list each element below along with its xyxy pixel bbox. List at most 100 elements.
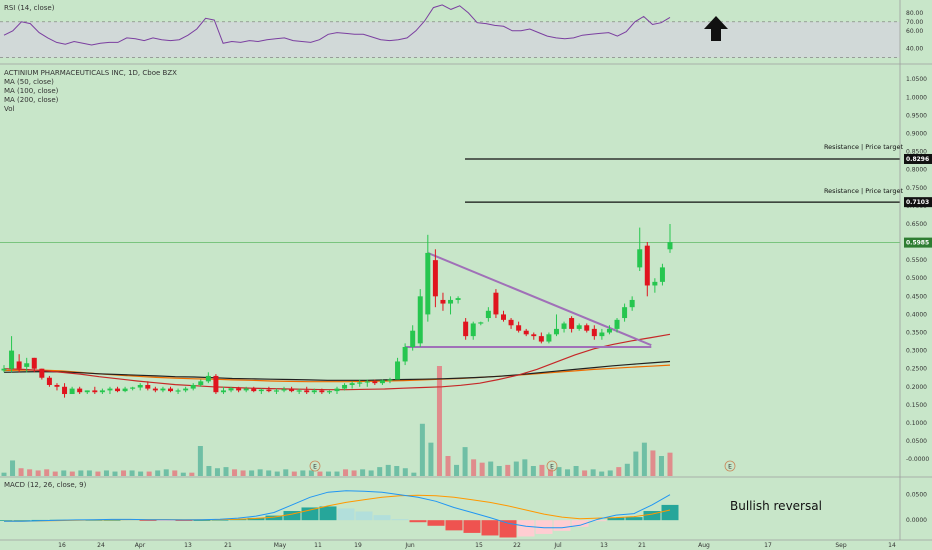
x-tick-label: 21 [638,542,646,549]
price-tick-label: -0.0000 [906,456,929,463]
candle-body [538,336,544,342]
candle-body [485,310,491,319]
volume-bar [232,469,238,476]
volume-bar [129,470,135,476]
volume-bar [172,470,178,476]
price-tag-label: 0.7103 [906,199,929,206]
price-tag-label: 0.8296 [906,156,929,163]
macd-histogram-bar [535,520,553,534]
candle-body [273,390,279,392]
candle-body [243,388,249,391]
macd-histogram-bar [337,508,355,521]
volume-bar [360,469,366,476]
candle-body [236,388,242,391]
volume-bar [650,450,656,476]
macd-histogram-bar [571,520,589,527]
candle-body [644,245,650,286]
price-tick-label: 0.6500 [906,221,927,228]
volume-bar [377,467,383,476]
price-tick-label: 0.7500 [906,185,927,192]
price-tick-label: 0.5500 [906,257,927,264]
price-tick-label: 0.8000 [906,167,927,174]
candle-body [190,384,196,389]
earnings-marker-label: E [728,464,732,471]
candle-body [183,388,189,391]
candle-body [410,330,416,347]
candle-body [311,390,317,393]
x-tick-label: 13 [184,542,192,549]
rsi-pane [0,4,900,58]
candle-body [54,384,60,387]
volume-bar [496,466,502,476]
candle-body [319,390,325,393]
volume-bar [146,471,152,476]
volume-bar [10,460,16,476]
volume-bar [18,468,24,476]
macd-histogram-bar [283,511,301,521]
candle-body [606,328,612,333]
volume-bar [530,466,536,476]
volume-bar [240,470,246,476]
volume-bar [513,461,519,476]
price-tick-label: 0.5000 [906,275,927,282]
price-tag-label: 0.5985 [906,240,929,247]
macd-histogram-bar [193,520,211,521]
candle-body [493,292,499,315]
price-tick-label: 0.4000 [906,311,927,318]
candle-body [379,380,385,384]
bullish-reversal-note: Bullish reversal [730,499,822,513]
candle-body [637,249,643,268]
triangle-upper-line [427,251,652,347]
volume-bar [471,459,477,476]
candle-body [531,334,537,337]
volume-bar [308,470,314,476]
volume-bar [573,466,579,476]
volume-bar [445,456,451,476]
macd-histogram-bar [589,520,607,522]
macd-title: MACD (12, 26, close, 9) [4,481,87,489]
x-tick-label: 15 [475,542,483,549]
candle-body [122,388,128,392]
volume-bar [616,467,622,476]
volume-bar [325,471,331,476]
volume-bar [103,470,109,476]
candle-body [357,382,363,384]
rsi-tick-label: 40.00 [906,46,923,53]
volume-bar [274,471,280,476]
candle-body [326,391,332,393]
volume-bar [163,469,169,476]
volume-bar [283,469,289,476]
candle-body [659,267,665,282]
up-arrow-icon [704,16,728,41]
volume-bar [385,464,391,476]
volume-bar [266,470,272,476]
resistance-label-upper: Resistance | Price target [824,143,903,151]
volume-bar [479,462,485,476]
volume-bar [522,459,528,476]
volume-bar [300,470,306,476]
candle-body [523,330,529,335]
volume-bar [1,472,7,476]
volume-bar [454,464,460,476]
candle-body [296,390,302,392]
volume-bar [155,470,161,476]
candle-body [470,323,476,337]
candle-body [46,377,52,385]
macd-histogram-bar [445,520,463,531]
candle-body [258,389,264,392]
candle-body [478,322,484,324]
price-tick-label: 1.0500 [906,76,927,83]
macd-histogram-bar [13,520,31,521]
rsi-tick-label: 70.00 [906,19,923,26]
earnings-marker-label: E [550,464,554,471]
macd-histogram-bar [211,519,229,521]
resistance-label-lower: Resistance | Price target [824,187,903,195]
macd-histogram-bar [643,511,661,521]
macd-histogram-bar [463,520,481,533]
rsi-tick-label: 80.00 [906,10,923,17]
candle-body [220,390,226,393]
volume-bar [582,470,588,476]
candle-body [175,390,181,392]
